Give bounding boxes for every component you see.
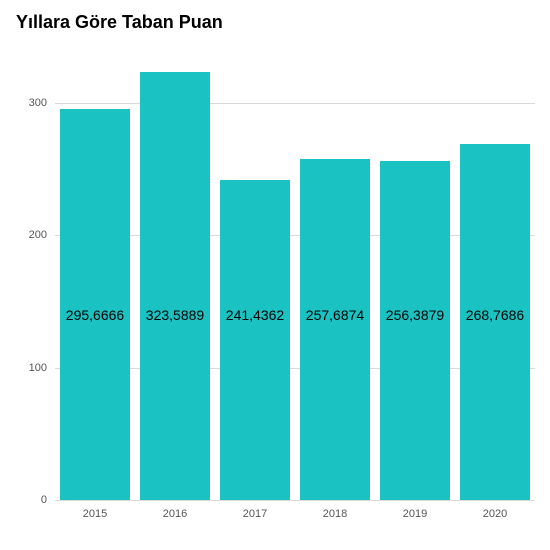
x-tick-label: 2020	[483, 508, 507, 520]
value-label: 268,7686	[466, 307, 524, 323]
x-tick-label: 2017	[243, 508, 267, 520]
y-tick-label: 0	[41, 494, 47, 506]
plot-area: 01002003002015295,66662016323,5889201724…	[55, 50, 535, 500]
x-tick-label: 2018	[323, 508, 347, 520]
bar	[380, 161, 450, 500]
value-label: 257,6874	[306, 307, 364, 323]
x-tick-label: 2015	[83, 508, 107, 520]
x-tick-label: 2019	[403, 508, 427, 520]
bar	[140, 72, 210, 500]
chart-title: Yıllara Göre Taban Puan	[16, 12, 223, 33]
bar	[220, 180, 290, 500]
value-label: 241,4362	[226, 307, 284, 323]
bar	[60, 109, 130, 500]
y-tick-label: 300	[29, 97, 47, 109]
value-label: 295,6666	[66, 307, 124, 323]
y-tick-label: 200	[29, 229, 47, 241]
x-tick-label: 2016	[163, 508, 187, 520]
bar	[300, 159, 370, 500]
value-label: 323,5889	[146, 307, 204, 323]
grid-line	[55, 500, 535, 501]
grid-line	[55, 103, 535, 104]
y-tick-label: 100	[29, 362, 47, 374]
value-label: 256,3879	[386, 307, 444, 323]
